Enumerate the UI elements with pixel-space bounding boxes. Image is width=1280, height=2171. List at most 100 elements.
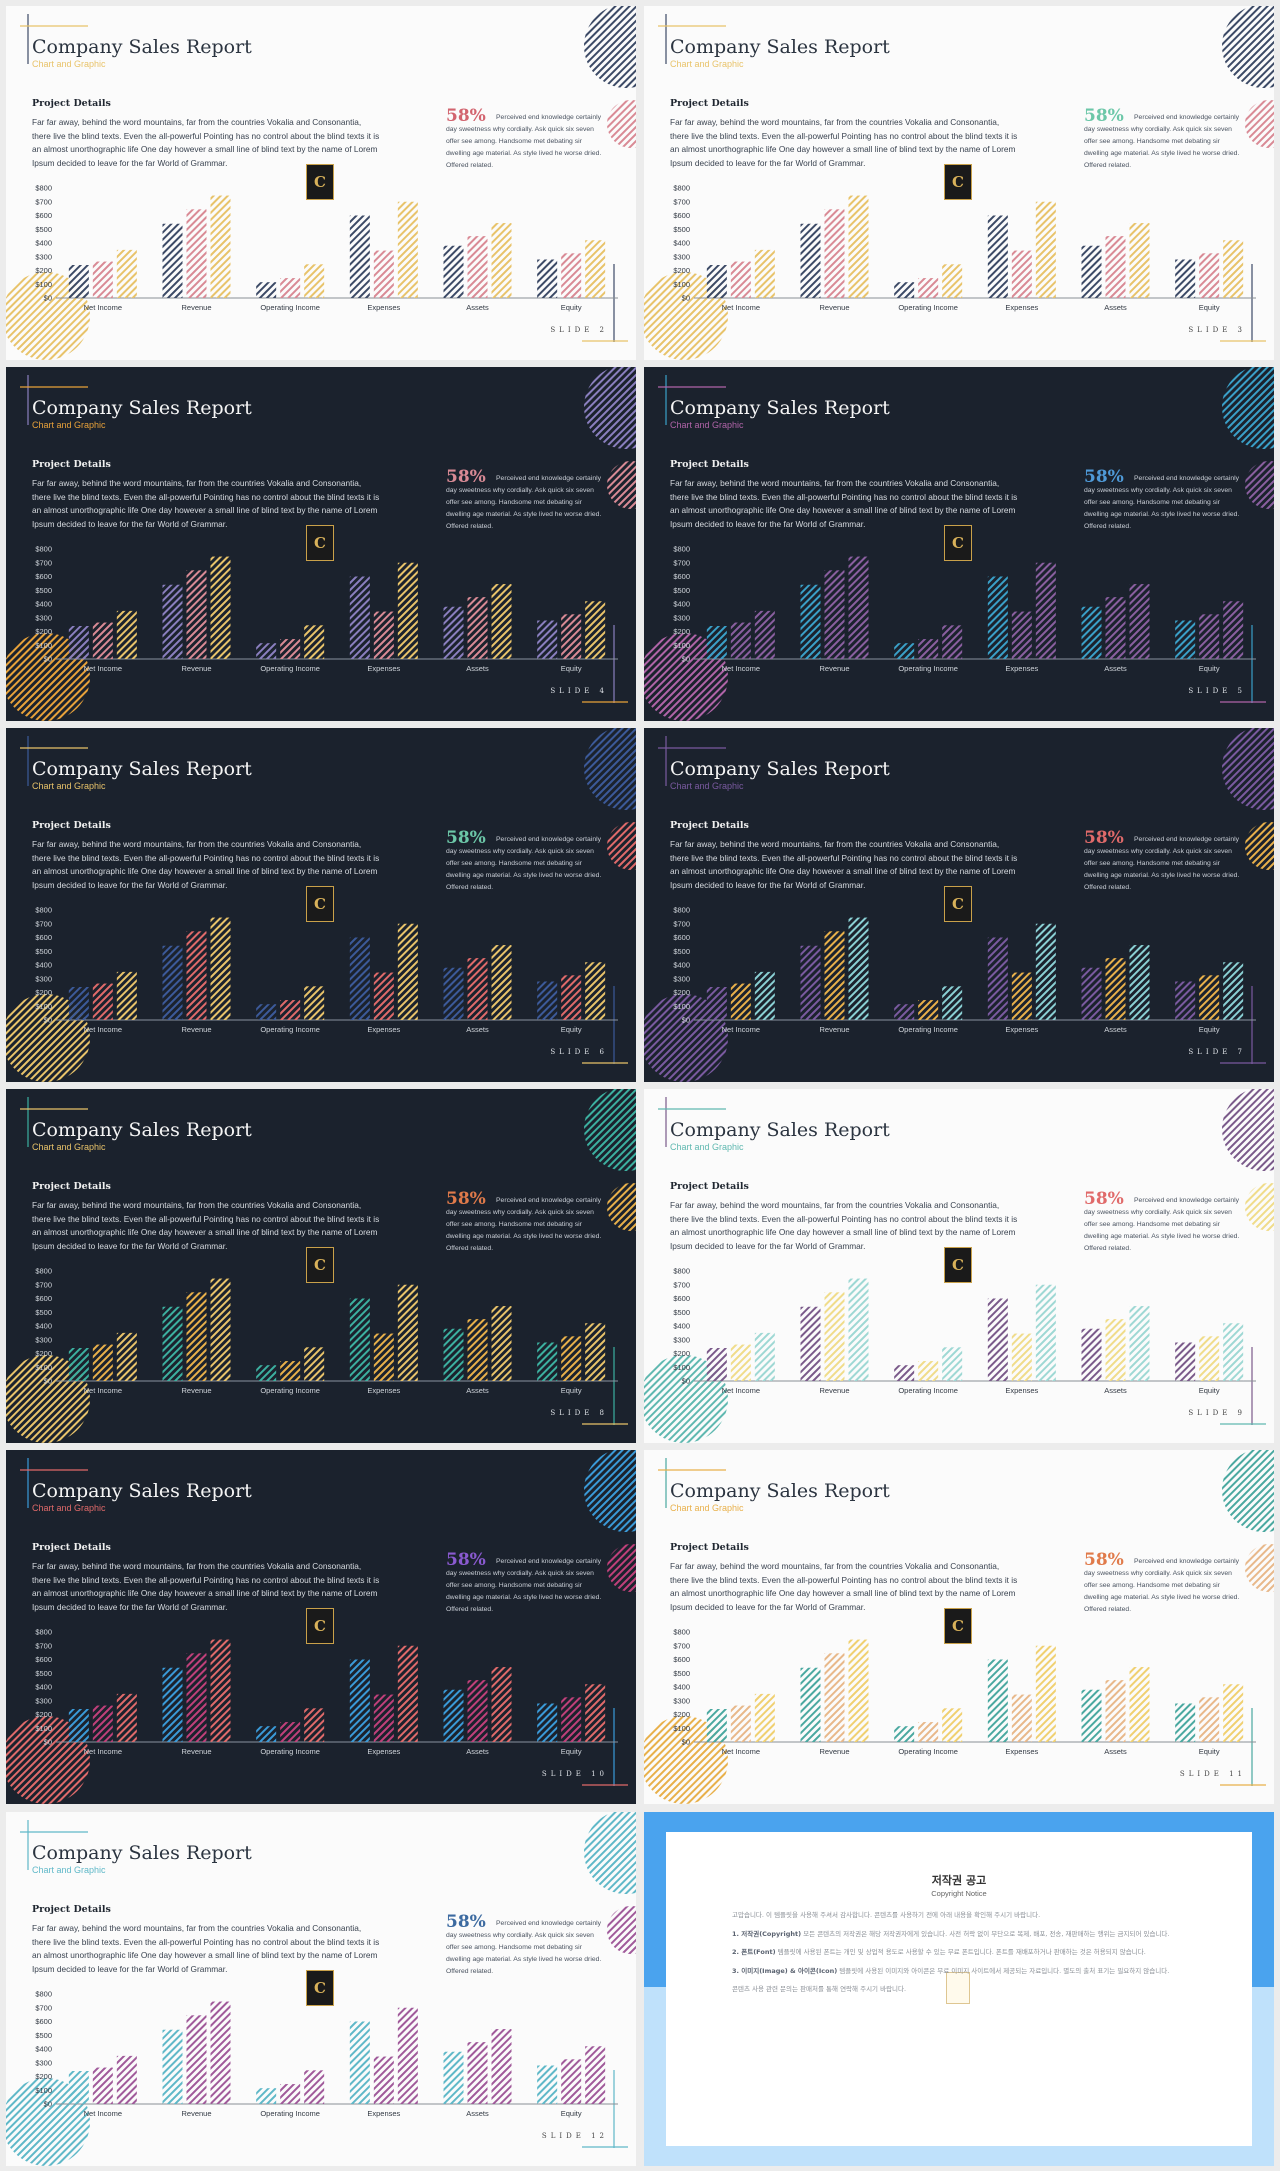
y-tick-label: $100 — [35, 1363, 52, 1372]
y-tick-label: $400 — [673, 1322, 690, 1331]
y-tick-label: $0 — [44, 1738, 52, 1747]
company-logo: C — [306, 1970, 334, 2006]
notice-card: 저작권 공고 Copyright Notice 고맙습니다. 이 템플릿을 사용… — [666, 1832, 1252, 2146]
logo-letter: C — [314, 173, 326, 191]
y-tick-label: $600 — [35, 1294, 52, 1303]
notice-intro: 고맙습니다. 이 템플릿을 사용해 주셔서 감사합니다. 콘텐츠를 사용하기 전… — [732, 1911, 1041, 1919]
x-category-label: Assets — [1104, 1386, 1127, 1395]
section-heading: Project Details — [670, 820, 749, 831]
bar-operating-income-series-3 — [942, 1347, 963, 1381]
y-tick-label: $0 — [682, 1738, 690, 1747]
y-tick-label: $500 — [35, 225, 52, 234]
side-text: Perceived end knowledge certainly day sw… — [446, 1558, 602, 1613]
slide-subtitle: Chart and Graphic — [32, 420, 106, 430]
slide-3: Company Sales Report Chart and Graphic Pro… — [644, 6, 1274, 360]
y-tick-label: $100 — [673, 1363, 690, 1372]
bar-net-income-series-3 — [116, 1332, 137, 1381]
bar-assets-series-1 — [443, 1689, 464, 1742]
bar-expenses-series-3 — [397, 1284, 418, 1381]
notice-title: 저작권 공고 — [931, 1874, 987, 1887]
bar-assets-series-1 — [1081, 1689, 1102, 1742]
bar-equity-series-1 — [537, 620, 558, 659]
bar-equity-series-1 — [1175, 620, 1196, 659]
y-tick-label: $300 — [673, 1335, 690, 1344]
bar-assets-series-2 — [1105, 1319, 1126, 1381]
y-tick-label: $200 — [673, 988, 690, 997]
y-tick-label: $400 — [35, 1683, 52, 1692]
slide-title: Company Sales Report — [670, 397, 890, 419]
hatched-circle-right — [607, 1544, 636, 1592]
bar-net-income-series-1 — [68, 987, 89, 1020]
bar-equity-series-2 — [561, 1697, 582, 1742]
bar-net-income-series-3 — [116, 1693, 137, 1742]
bar-net-income-series-2 — [92, 983, 113, 1020]
x-category-label: Revenue — [819, 1025, 849, 1034]
bar-chart: $0 $100 $200 $300 $400 $500 $600 $700 $800 Net In… — [673, 1628, 1256, 1756]
y-tick-label: $700 — [673, 919, 690, 928]
bar-revenue-series-2 — [824, 209, 845, 298]
x-category-label: Net Income — [84, 1386, 122, 1395]
bar-expenses-series-2 — [1011, 1333, 1032, 1381]
x-category-label: Revenue — [181, 1025, 211, 1034]
bar-equity-series-3 — [1223, 962, 1244, 1020]
x-category-label: Expenses — [367, 1025, 400, 1034]
slide-title: Company Sales Report — [670, 1480, 890, 1502]
hatched-circle-top-right — [584, 1089, 636, 1171]
y-tick-label: $700 — [673, 558, 690, 567]
y-tick-label: $800 — [673, 184, 690, 193]
side-text: Perceived end knowledge certainly day sw… — [446, 836, 602, 891]
bar-revenue-series-2 — [186, 209, 207, 298]
logo-letter: C — [314, 1979, 326, 1997]
x-category-label: Revenue — [181, 2109, 211, 2118]
slide-8: Company Sales Report Chart and Graphic Pro… — [6, 1089, 636, 1443]
y-tick-label: $400 — [673, 961, 690, 970]
bar-assets-series-1 — [1081, 1328, 1102, 1381]
bar-revenue-series-3 — [210, 1278, 231, 1381]
slide-number: SLIDE 11 — [1179, 1770, 1246, 1778]
bar-operating-income-series-1 — [256, 2088, 277, 2104]
bar-net-income-series-2 — [92, 1344, 113, 1381]
bar-revenue-series-2 — [186, 2015, 207, 2104]
y-tick-label: $100 — [35, 280, 52, 289]
y-tick-label: $600 — [673, 1655, 690, 1664]
y-tick-label: $600 — [35, 2017, 52, 2026]
hatched-circle-right — [607, 1906, 636, 1954]
slide-11: Company Sales Report Chart and Graphic Pro… — [644, 1450, 1274, 1804]
bar-expenses-series-3 — [1035, 201, 1056, 298]
bar-equity-series-1 — [1175, 259, 1196, 298]
y-tick-label: $700 — [35, 197, 52, 206]
x-category-label: Assets — [1104, 664, 1127, 673]
bar-chart: $0 $100 $200 $300 $400 $500 $600 $700 $800 Net In… — [673, 906, 1256, 1034]
y-tick-label: $400 — [35, 600, 52, 609]
x-category-label: Operating Income — [898, 1747, 958, 1756]
slide-2: Company Sales Report Chart and Graphic Pro… — [6, 6, 636, 360]
bar-revenue-series-3 — [210, 195, 231, 298]
x-category-label: Operating Income — [898, 664, 958, 673]
bar-revenue-series-1 — [162, 223, 183, 298]
bar-equity-series-1 — [1175, 1703, 1196, 1742]
x-category-label: Operating Income — [898, 1386, 958, 1395]
company-logo: C — [944, 164, 972, 200]
bar-operating-income-series-2 — [280, 1722, 301, 1742]
y-tick-label: $400 — [35, 2045, 52, 2054]
bar-revenue-series-1 — [162, 584, 183, 659]
x-category-label: Equity — [1199, 664, 1220, 673]
x-category-label: Equity — [1199, 1747, 1220, 1756]
slide-7: Company Sales Report Chart and Graphic Pro… — [644, 728, 1274, 1082]
y-tick-label: $100 — [35, 2086, 52, 2095]
bar-revenue-series-3 — [848, 195, 869, 298]
company-logo: C — [944, 525, 972, 561]
hatched-circle-top-right — [584, 6, 636, 88]
y-tick-label: $300 — [673, 1696, 690, 1705]
y-tick-label: $0 — [44, 1016, 52, 1025]
x-category-label: Operating Income — [260, 2109, 320, 2118]
x-category-label: Net Income — [84, 1747, 122, 1756]
y-tick-label: $500 — [35, 586, 52, 595]
y-tick-label: $700 — [673, 197, 690, 206]
bar-net-income-series-2 — [92, 2067, 113, 2104]
slide-title: Company Sales Report — [32, 397, 252, 419]
bar-expenses-series-1 — [987, 215, 1008, 298]
section-heading: Project Details — [32, 1542, 111, 1553]
notice-outro: 콘텐츠 사용 관련 문의는 판매처를 통해 연락해 주시기 바랍니다. — [732, 1985, 907, 1993]
y-tick-label: $200 — [673, 1710, 690, 1719]
